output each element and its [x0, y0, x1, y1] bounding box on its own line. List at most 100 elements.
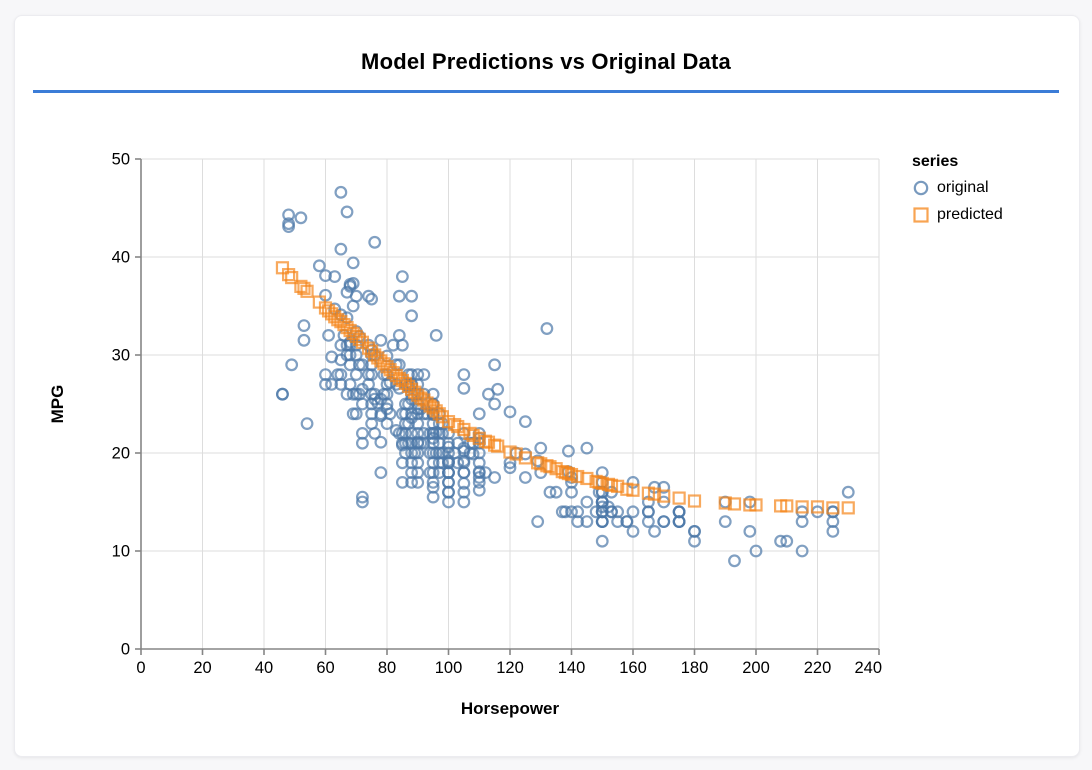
original-point: [549, 485, 563, 499]
original-point: [620, 515, 634, 528]
predicted-point: [352, 332, 366, 346]
original-point: [540, 322, 554, 335]
original-point: [340, 205, 354, 219]
original-point: [518, 471, 532, 484]
title-divider: [33, 90, 1059, 93]
original-point: [282, 217, 296, 231]
x-tick-label: 120: [496, 659, 524, 677]
original-point: [365, 292, 379, 306]
original-point: [451, 456, 465, 470]
original-point: [605, 505, 618, 519]
original-point: [749, 544, 763, 558]
x-tick-label: 80: [378, 659, 396, 677]
original-point: [356, 490, 369, 504]
predicted-point: [727, 497, 742, 511]
original-point: [383, 407, 397, 421]
original-point: [294, 211, 308, 225]
original-point: [543, 485, 557, 499]
x-tick-label: 40: [255, 659, 273, 677]
original-point: [457, 381, 471, 395]
legend-title: series: [912, 153, 959, 170]
predicted-point: [580, 471, 594, 486]
predicted-point: [611, 479, 625, 493]
predicted-point: [657, 489, 671, 503]
original-point: [626, 505, 640, 519]
original-point: [346, 277, 360, 290]
x-tick-label: 0: [136, 659, 145, 677]
original-point: [562, 444, 575, 458]
original-point: [774, 534, 787, 548]
predicted-point: [432, 407, 446, 421]
original-point: [648, 525, 661, 538]
predicted-point: [647, 487, 662, 501]
original-point: [319, 269, 332, 283]
original-point: [488, 358, 502, 372]
y-tick-label: 10: [112, 543, 130, 561]
original-point: [718, 515, 732, 528]
original-point: [319, 368, 332, 382]
original-point: [457, 368, 471, 382]
original-point: [395, 270, 409, 284]
page-title: Model Predictions vs Original Data: [361, 49, 731, 74]
predicted-point: [282, 268, 296, 282]
predicted-point: [687, 494, 702, 508]
original-point: [362, 289, 375, 303]
original-point: [626, 525, 640, 538]
original-point: [565, 505, 578, 519]
legend-item-predicted[interactable]: predicted: [912, 206, 1072, 224]
y-tick-label: 20: [112, 445, 130, 463]
original-point: [580, 515, 594, 528]
original-point: [571, 505, 585, 519]
y-tick-label: 0: [121, 641, 130, 659]
x-tick-label: 240: [854, 659, 882, 677]
x-tick-label: 160: [619, 659, 647, 677]
original-point: [558, 505, 572, 519]
original-point: [325, 378, 339, 391]
original-point: [356, 358, 369, 372]
y-tick-label: 50: [112, 151, 130, 169]
predicted-point: [810, 500, 825, 514]
original-point: [374, 333, 388, 347]
square-marker-icon: [913, 207, 929, 223]
original-point: [472, 483, 486, 497]
original-point: [356, 495, 369, 509]
original-point: [368, 235, 382, 249]
original-point: [688, 525, 701, 538]
original-point: [595, 534, 609, 548]
original-point: [780, 534, 794, 548]
predicted-point: [626, 483, 640, 497]
original-point: [334, 185, 348, 199]
original-point: [322, 329, 335, 342]
original-point: [395, 338, 409, 352]
legend-item-original[interactable]: original: [912, 179, 1072, 197]
original-point: [282, 208, 296, 222]
predicted-point: [571, 469, 585, 484]
x-tick-label: 180: [681, 659, 709, 677]
original-point: [429, 329, 443, 342]
original-point: [297, 333, 311, 347]
x-tick-label: 20: [193, 659, 211, 677]
original-point: [728, 554, 741, 568]
predicted-point: [509, 447, 523, 461]
predicted-point: [518, 451, 532, 465]
original-point: [580, 495, 594, 509]
original-point: [841, 485, 855, 499]
predicted-point: [718, 496, 732, 510]
original-point: [491, 382, 505, 396]
original-point: [518, 415, 532, 429]
original-point: [503, 405, 517, 419]
original-point: [395, 476, 409, 489]
original-point: [411, 368, 425, 382]
original-point: [488, 471, 502, 484]
x-tick-label: 220: [804, 659, 832, 677]
original-point: [346, 256, 360, 270]
original-point: [534, 441, 548, 455]
original-point: [503, 461, 517, 475]
original-point: [657, 480, 671, 494]
chart-card: [14, 15, 1080, 757]
original-point: [531, 515, 545, 528]
original-point: [417, 368, 431, 382]
original-point: [356, 427, 369, 440]
original-point: [457, 485, 471, 499]
